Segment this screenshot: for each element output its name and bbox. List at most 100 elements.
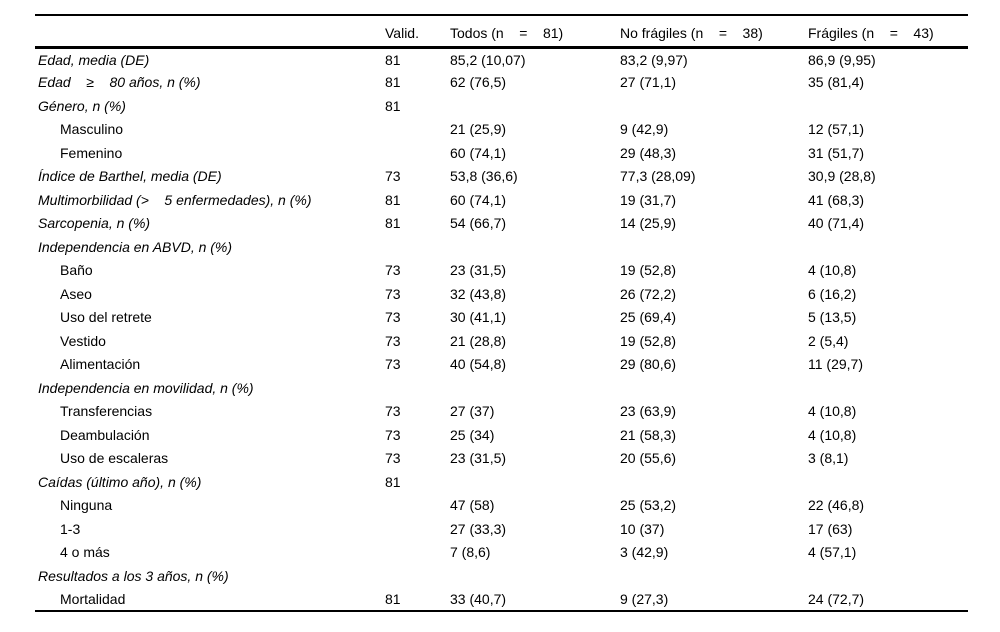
cell-fragiles: 4 (57,1)	[808, 544, 857, 561]
table-row: Caídas (último año), n (%) 81	[35, 470, 968, 494]
row-label: Resultados a los 3 años, n (%)	[38, 567, 229, 584]
cell-fragiles: 31 (51,7)	[808, 144, 865, 161]
cell-valid: 81	[385, 215, 401, 232]
table-body: Edad, media (DE) 81 85,2 (10,07) 83,2 (9…	[35, 47, 968, 611]
table-row: Independencia en ABVD, n (%)	[35, 235, 968, 259]
cell-no-fragiles: 9 (27,3)	[620, 590, 669, 607]
table-row: Edad ≥ 80 años, n (%) 81 62 (76,5) 27 (7…	[35, 71, 968, 95]
cell-no-fragiles: 23 (63,9)	[620, 403, 677, 420]
cell-no-fragiles	[620, 376, 808, 400]
cell-valid	[385, 141, 450, 165]
cell-no-fragiles: 25 (69,4)	[620, 309, 677, 326]
cell-todos: 33 (40,7)	[450, 590, 507, 607]
row-label: Género, n (%)	[38, 97, 126, 114]
cell-todos: 53,8 (36,6)	[450, 168, 518, 185]
cell-no-fragiles: 14 (25,9)	[620, 215, 677, 232]
cell-valid: 81	[385, 191, 401, 208]
cell-fragiles: 6 (16,2)	[808, 285, 857, 302]
cell-fragiles: 41 (68,3)	[808, 191, 865, 208]
table-header: Valid. Todos (n = 81) No frágiles (n = 3…	[35, 15, 968, 47]
cell-fragiles: 4 (10,8)	[808, 403, 857, 420]
cell-fragiles: 24 (72,7)	[808, 590, 865, 607]
cell-valid	[385, 494, 450, 518]
table-row: Uso del retrete 73 30 (41,1) 25 (69,4) 5…	[35, 306, 968, 330]
table-row: 4 o más 7 (8,6) 3 (42,9) 4 (57,1)	[35, 541, 968, 565]
cell-todos: 21 (28,8)	[450, 332, 507, 349]
cell-fragiles	[808, 376, 968, 400]
table-row: Edad, media (DE) 81 85,2 (10,07) 83,2 (9…	[35, 47, 968, 71]
table-row: Transferencias 73 27 (37) 23 (63,9) 4 (1…	[35, 400, 968, 424]
cell-no-fragiles: 10 (37)	[620, 520, 665, 537]
table-row: Ninguna 47 (58) 25 (53,2) 22 (46,8)	[35, 494, 968, 518]
cell-no-fragiles	[620, 470, 808, 494]
table-row: Sarcopenia, n (%) 81 54 (66,7) 14 (25,9)…	[35, 212, 968, 236]
cell-valid: 81	[385, 51, 401, 68]
cell-todos: 27 (37)	[450, 403, 495, 420]
cell-no-fragiles: 83,2 (9,97)	[620, 51, 688, 68]
table-row: 1-3 27 (33,3) 10 (37) 17 (63)	[35, 517, 968, 541]
header-no-fragiles: No frágiles (n = 38)	[620, 24, 763, 41]
cell-todos: 27 (33,3)	[450, 520, 507, 537]
row-label: 1-3	[60, 520, 81, 537]
row-label: Edad ≥ 80 años, n (%)	[38, 74, 201, 91]
cell-todos: 47 (58)	[450, 497, 495, 514]
cell-valid: 81	[385, 97, 401, 114]
cell-todos: 54 (66,7)	[450, 215, 507, 232]
row-label: Masculino	[60, 121, 124, 138]
cell-no-fragiles: 20 (55,6)	[620, 450, 677, 467]
cell-todos: 21 (25,9)	[450, 121, 507, 138]
cell-valid: 73	[385, 450, 401, 467]
cell-fragiles: 12 (57,1)	[808, 121, 865, 138]
row-label: Índice de Barthel, media (DE)	[38, 168, 222, 185]
cell-no-fragiles: 3 (42,9)	[620, 544, 669, 561]
cell-no-fragiles	[620, 564, 808, 588]
row-label: Ninguna	[60, 497, 113, 514]
cell-no-fragiles: 19 (52,8)	[620, 332, 677, 349]
table-row: Mortalidad 81 33 (40,7) 9 (27,3) 24 (72,…	[35, 588, 968, 612]
table-row: Resultados a los 3 años, n (%)	[35, 564, 968, 588]
table-row: Multimorbilidad (> 5 enfermedades), n (%…	[35, 188, 968, 212]
cell-fragiles: 4 (10,8)	[808, 426, 857, 443]
row-label: Transferencias	[60, 403, 153, 420]
cell-todos: 23 (31,5)	[450, 450, 507, 467]
cell-valid: 73	[385, 356, 401, 373]
cell-valid: 73	[385, 285, 401, 302]
cell-todos	[450, 564, 620, 588]
cell-todos: 7 (8,6)	[450, 544, 491, 561]
cell-todos: 32 (43,8)	[450, 285, 507, 302]
cell-fragiles: 3 (8,1)	[808, 450, 849, 467]
cell-valid: 73	[385, 403, 401, 420]
cell-fragiles	[808, 564, 968, 588]
cell-valid	[385, 118, 450, 142]
cell-fragiles: 2 (5,4)	[808, 332, 849, 349]
cell-todos: 30 (41,1)	[450, 309, 507, 326]
cell-no-fragiles: 25 (53,2)	[620, 497, 677, 514]
cell-valid: 73	[385, 309, 401, 326]
cell-no-fragiles: 26 (72,2)	[620, 285, 677, 302]
cell-no-fragiles	[620, 94, 808, 118]
cell-no-fragiles: 77,3 (28,09)	[620, 168, 696, 185]
header-valid: Valid.	[385, 24, 419, 41]
cell-todos: 40 (54,8)	[450, 356, 507, 373]
table-row: Alimentación 73 40 (54,8) 29 (80,6) 11 (…	[35, 353, 968, 377]
row-label: Caídas (último año), n (%)	[38, 473, 202, 490]
cell-valid	[385, 376, 450, 400]
row-label: Uso de escaleras	[60, 450, 169, 467]
cell-no-fragiles	[620, 235, 808, 259]
cell-fragiles: 35 (81,4)	[808, 74, 865, 91]
header-fragiles: Frágiles (n = 43)	[808, 24, 934, 41]
table-row: Uso de escaleras 73 23 (31,5) 20 (55,6) …	[35, 447, 968, 471]
cell-valid: 73	[385, 262, 401, 279]
row-label: Uso del retrete	[60, 309, 152, 326]
header-row: Valid. Todos (n = 81) No frágiles (n = 3…	[35, 15, 968, 47]
cell-valid: 81	[385, 74, 401, 91]
row-label: Aseo	[60, 285, 92, 302]
cell-valid: 81	[385, 473, 401, 490]
cell-valid: 73	[385, 332, 401, 349]
cell-fragiles: 22 (46,8)	[808, 497, 865, 514]
row-label: Vestido	[60, 332, 106, 349]
cell-no-fragiles: 27 (71,1)	[620, 74, 677, 91]
header-variable-column	[35, 15, 385, 47]
cell-no-fragiles: 29 (48,3)	[620, 144, 677, 161]
cell-valid	[385, 517, 450, 541]
